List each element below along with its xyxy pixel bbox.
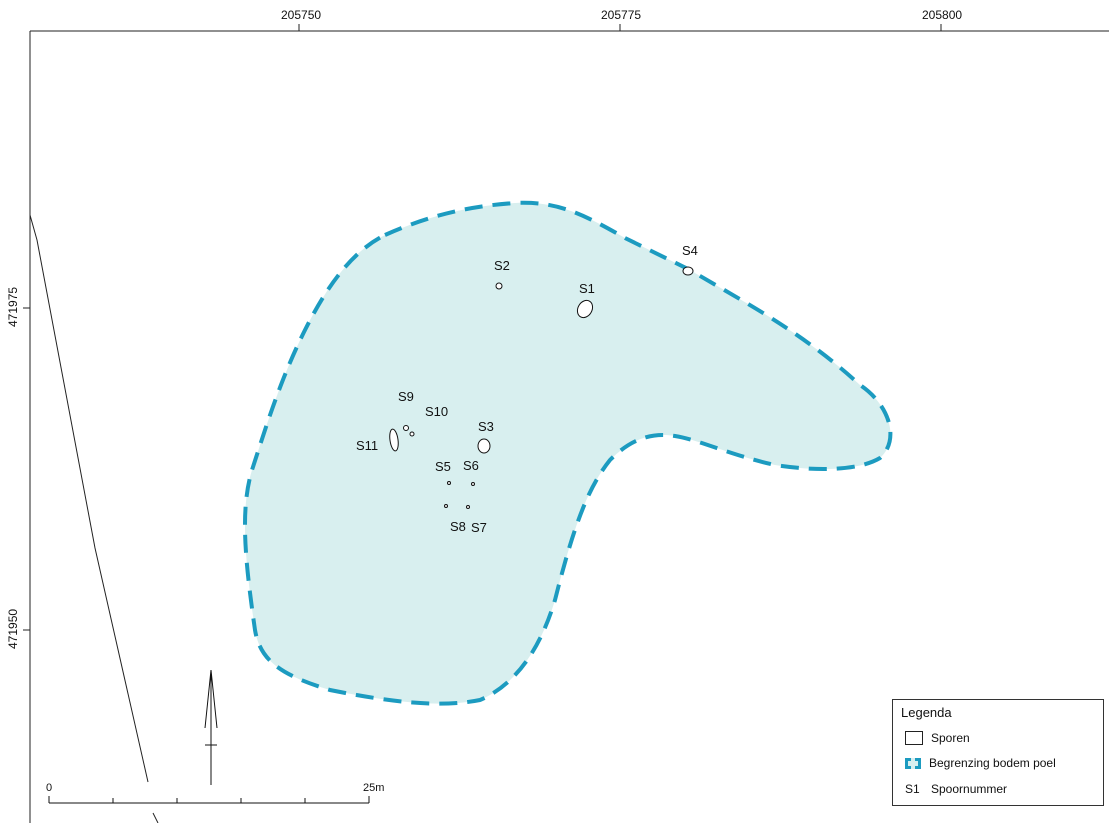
- scale-label-start: 0: [46, 782, 53, 794]
- pond-boundary-symbol-icon: [905, 757, 921, 769]
- y-tick-label: 471975: [6, 286, 20, 327]
- x-tick-label: 205775: [601, 8, 642, 22]
- x-tick-label: 205800: [922, 8, 963, 22]
- feature-label-s2: S2: [494, 258, 510, 273]
- feature-label-s6: S6: [463, 458, 479, 473]
- feature-s1: [576, 299, 594, 319]
- legend: Legenda Sporen Begrenzing bodem poel S1 …: [892, 699, 1104, 806]
- legend-item-label: Sporen: [931, 731, 970, 745]
- feature-s10: [409, 431, 415, 437]
- feature-s8: [444, 504, 448, 508]
- boundary-line-bottom: [152, 812, 159, 823]
- feature-label-s10: S10: [425, 404, 449, 419]
- boundary-line: [29, 214, 149, 783]
- feature-s5: [447, 481, 451, 485]
- legend-item-label: Begrenzing bodem poel: [929, 756, 1056, 770]
- legend-item-label: Spoornummer: [931, 782, 1008, 796]
- feature-label-s8: S8: [450, 519, 466, 534]
- feature-s11: [389, 428, 399, 452]
- feature-label-s11: S11: [356, 438, 379, 453]
- feature-label-s7: S7: [471, 520, 487, 535]
- pond-boundary: [243, 200, 893, 706]
- feature-s7: [466, 505, 470, 509]
- north-arrow-icon: [204, 669, 218, 785]
- legend-symbol-text: S1: [905, 782, 920, 796]
- feature-symbol-icon: [905, 731, 923, 745]
- y-tick-label: 471950: [6, 608, 20, 649]
- legend-title: Legenda: [901, 705, 952, 720]
- feature-s3: [477, 438, 491, 454]
- legend-item-sporen: Sporen: [905, 731, 970, 745]
- feature-label-s3: S3: [478, 419, 494, 434]
- feature-label-s4: S4: [682, 243, 698, 258]
- legend-item-poel: Begrenzing bodem poel: [905, 756, 1056, 770]
- scale-bar: [48, 796, 370, 804]
- legend-item-spoornummer: S1 Spoornummer: [905, 782, 1007, 796]
- scale-label-end: 25m: [363, 782, 385, 794]
- feature-label-s9: S9: [398, 389, 414, 404]
- x-tick-label: 205750: [281, 8, 322, 22]
- feature-s4: [682, 266, 694, 276]
- feature-s9: [403, 425, 409, 431]
- feature-label-s5: S5: [435, 459, 451, 474]
- feature-s6: [471, 482, 475, 486]
- feature-label-s1: S1: [579, 281, 595, 296]
- feature-s2: [495, 282, 503, 290]
